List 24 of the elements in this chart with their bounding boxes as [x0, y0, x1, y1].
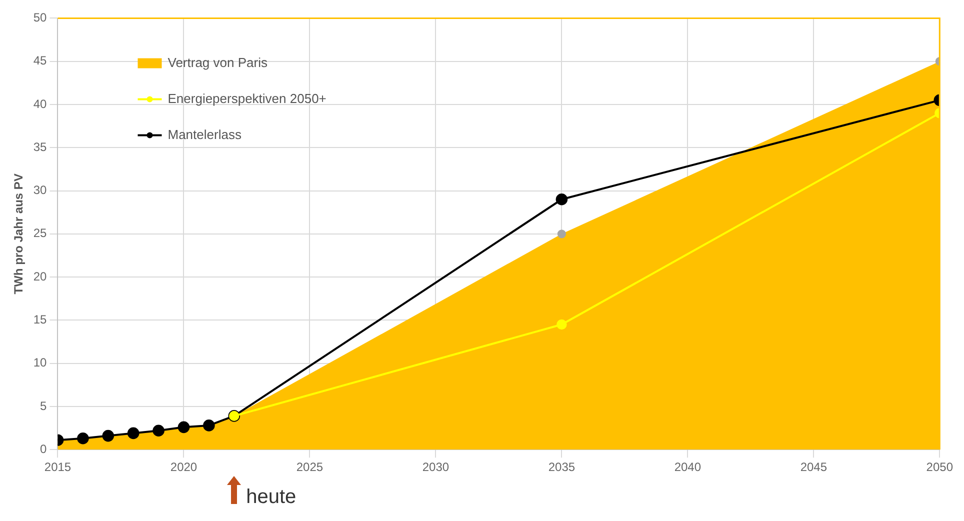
x-tick-label: 2050: [926, 460, 954, 474]
legend-label: Mantelerlass: [168, 126, 242, 142]
legend-label: Vertrag von Paris: [168, 54, 268, 70]
y-tick-label: 45: [33, 54, 48, 68]
x-tick-label: 2025: [296, 460, 324, 474]
y-tick-label: 10: [33, 356, 48, 370]
y-tick-label: 20: [33, 269, 48, 284]
y-tick-label: 30: [33, 183, 48, 198]
y-tick-label: 35: [33, 140, 48, 154]
x-tick-label: 2015: [44, 460, 72, 474]
y-tick-label: 25: [33, 226, 48, 240]
x-tick-label: 2035: [548, 460, 576, 474]
y-tick-label: 15: [33, 312, 48, 326]
text: heute: [246, 486, 296, 509]
x-tick-label: 2030: [422, 460, 450, 474]
x-tick-label: 2045: [800, 460, 828, 474]
y-tick-label: 5: [40, 398, 48, 413]
y-axis-title: TWh pro Jahr aus PV: [12, 174, 26, 294]
legend-label: Energieperspektiven 2050+: [168, 90, 326, 106]
y-tick-label: 0: [40, 442, 48, 456]
y-tick-label: 50: [33, 10, 48, 25]
x-tick-label: 2040: [674, 460, 702, 474]
x-tick-label: 2020: [170, 460, 198, 474]
y-tick-label: 40: [33, 96, 48, 111]
